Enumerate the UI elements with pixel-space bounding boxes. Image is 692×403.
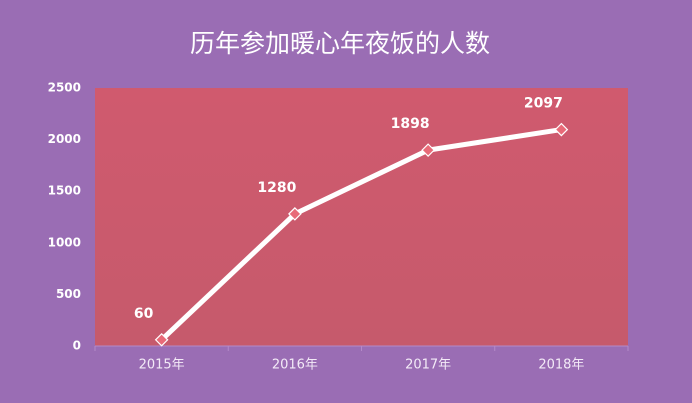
data-marker [288, 207, 302, 221]
data-line [159, 127, 562, 342]
data-marker [554, 122, 569, 137]
x-tick-label: 2016年 [272, 358, 318, 373]
data-label: 1280 [257, 180, 296, 196]
data-marker [421, 143, 435, 157]
y-tick-label: 500 [56, 287, 81, 301]
data-label: 2097 [524, 96, 563, 112]
data-label: 60 [134, 306, 154, 322]
x-tick-label: 2017年 [405, 358, 451, 373]
data-label: 1898 [391, 116, 430, 132]
chart-title: 历年参加暖心年夜饭的人数 [190, 29, 490, 58]
y-tick-label: 0 [73, 339, 81, 353]
y-tick-label: 1500 [48, 184, 81, 198]
plot-area [95, 88, 628, 346]
y-tick-label: 1000 [48, 235, 81, 249]
x-tick-label: 2018年 [538, 358, 584, 373]
y-tick-label: 2500 [48, 81, 81, 95]
y-tick-label: 2000 [48, 132, 81, 146]
data-marker [154, 332, 169, 347]
x-tick-label: 2015年 [139, 358, 185, 373]
